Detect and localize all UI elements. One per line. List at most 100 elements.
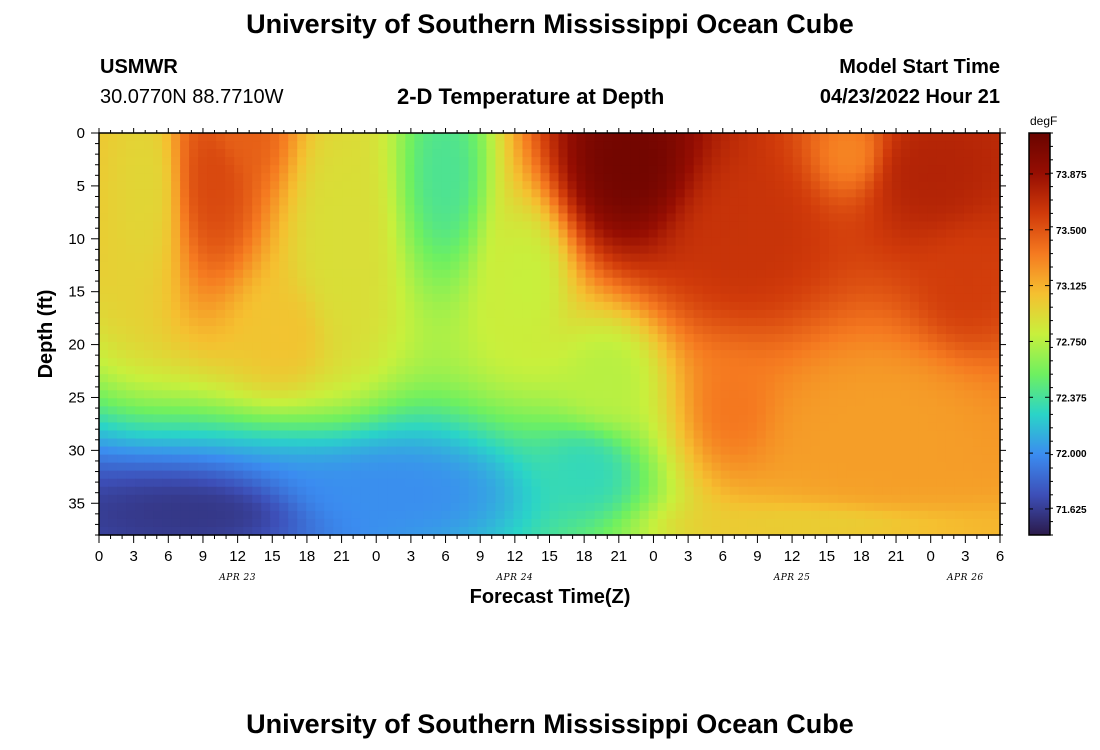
heatmap-cell xyxy=(432,406,442,415)
heatmap-cell xyxy=(468,221,479,231)
heatmap-cell xyxy=(396,221,406,231)
heatmap-cell xyxy=(387,518,397,528)
heatmap-cell xyxy=(459,197,470,206)
heatmap-cell xyxy=(891,293,902,303)
heatmap-cell xyxy=(936,374,947,383)
heatmap-cell xyxy=(180,133,190,142)
heatmap-cell xyxy=(486,510,497,520)
heatmap-cell xyxy=(891,157,902,166)
heatmap-cell xyxy=(792,293,803,303)
heatmap-cell xyxy=(252,181,262,190)
heatmap-cell xyxy=(189,462,199,472)
heatmap-cell xyxy=(531,205,542,214)
heatmap-cell xyxy=(360,414,370,424)
heatmap-cell xyxy=(279,430,289,440)
heatmap-cell xyxy=(153,261,163,271)
heatmap-cell xyxy=(387,446,397,456)
heatmap-cell xyxy=(963,285,974,295)
heatmap-cell xyxy=(981,398,992,407)
heatmap-cell xyxy=(558,518,569,528)
heatmap-cell xyxy=(990,462,1001,472)
heatmap-cell xyxy=(99,502,109,512)
heatmap-cell xyxy=(270,245,280,255)
heatmap-cell xyxy=(864,245,875,255)
heatmap-cell xyxy=(198,173,208,182)
heatmap-cell xyxy=(648,229,659,239)
heatmap-cell xyxy=(351,213,361,223)
heatmap-cell xyxy=(216,245,226,255)
heatmap-cell xyxy=(540,173,551,182)
heatmap-cell xyxy=(324,221,334,231)
heatmap-cell xyxy=(315,157,325,166)
heatmap-cell xyxy=(360,261,370,271)
heatmap-cell xyxy=(288,221,298,231)
heatmap-cell xyxy=(711,141,722,150)
heatmap-cell xyxy=(450,382,460,391)
heatmap-cell xyxy=(675,301,686,311)
heatmap-cell xyxy=(756,462,767,472)
heatmap-cell xyxy=(990,277,1001,287)
heatmap-cell xyxy=(513,213,524,223)
heatmap-cell xyxy=(522,221,533,231)
heatmap-cell xyxy=(288,181,298,190)
heatmap-cell xyxy=(927,350,938,359)
heatmap-cell xyxy=(990,510,1001,520)
heatmap-cell xyxy=(828,229,839,239)
heatmap-cell xyxy=(513,366,524,375)
heatmap-cell xyxy=(522,390,533,399)
heatmap-cell xyxy=(891,133,902,142)
heatmap-cell xyxy=(792,526,803,536)
heatmap-cell xyxy=(765,486,776,496)
heatmap-cell xyxy=(441,269,451,279)
heatmap-cell xyxy=(414,422,424,432)
heatmap-cell xyxy=(477,149,488,158)
heatmap-cell xyxy=(756,390,767,399)
heatmap-cell xyxy=(945,237,956,247)
heatmap-cell xyxy=(261,462,271,472)
heatmap-cell xyxy=(207,309,217,319)
heatmap-cell xyxy=(522,398,533,407)
heatmap-cell xyxy=(405,173,415,182)
heatmap-cell xyxy=(630,454,641,464)
heatmap-cell xyxy=(441,165,451,174)
heatmap-cell xyxy=(459,253,470,263)
heatmap-cell xyxy=(117,293,127,303)
heatmap-cell xyxy=(981,325,992,335)
heatmap-cell xyxy=(927,342,938,351)
heatmap-cell xyxy=(936,494,947,504)
heatmap-cell xyxy=(315,197,325,206)
heatmap-cell xyxy=(648,181,659,190)
heatmap-cell xyxy=(873,149,884,158)
heatmap-cell xyxy=(810,350,821,359)
heatmap-cell xyxy=(855,470,866,480)
heatmap-cell xyxy=(918,494,929,504)
heatmap-cell xyxy=(405,446,415,456)
heatmap-cell xyxy=(936,366,947,375)
heatmap-cell xyxy=(648,350,659,359)
heatmap-cell xyxy=(936,205,947,214)
heatmap-cell xyxy=(189,502,199,512)
heatmap-cell xyxy=(693,358,704,367)
heatmap-cell xyxy=(900,382,911,391)
heatmap-cell xyxy=(837,454,848,464)
heatmap-cell xyxy=(441,350,451,359)
heatmap-cell xyxy=(747,478,758,488)
heatmap-cell xyxy=(549,406,560,415)
heatmap-cell xyxy=(918,301,929,311)
heatmap-cell xyxy=(747,430,758,440)
heatmap-cell xyxy=(936,510,947,520)
heatmap-cell xyxy=(306,414,316,424)
heatmap-cell xyxy=(108,390,118,399)
heatmap-cell xyxy=(909,382,920,391)
heatmap-cell xyxy=(774,261,785,271)
heatmap-cell xyxy=(846,446,857,456)
heatmap-cell xyxy=(648,470,659,480)
heatmap-cell xyxy=(450,398,460,407)
heatmap-cell xyxy=(261,486,271,496)
heatmap-cell xyxy=(621,374,632,383)
heatmap-cell xyxy=(387,157,397,166)
heatmap-cell xyxy=(180,510,190,520)
heatmap-cell xyxy=(162,486,172,496)
heatmap-cell xyxy=(648,502,659,512)
heatmap-cell xyxy=(549,462,560,472)
